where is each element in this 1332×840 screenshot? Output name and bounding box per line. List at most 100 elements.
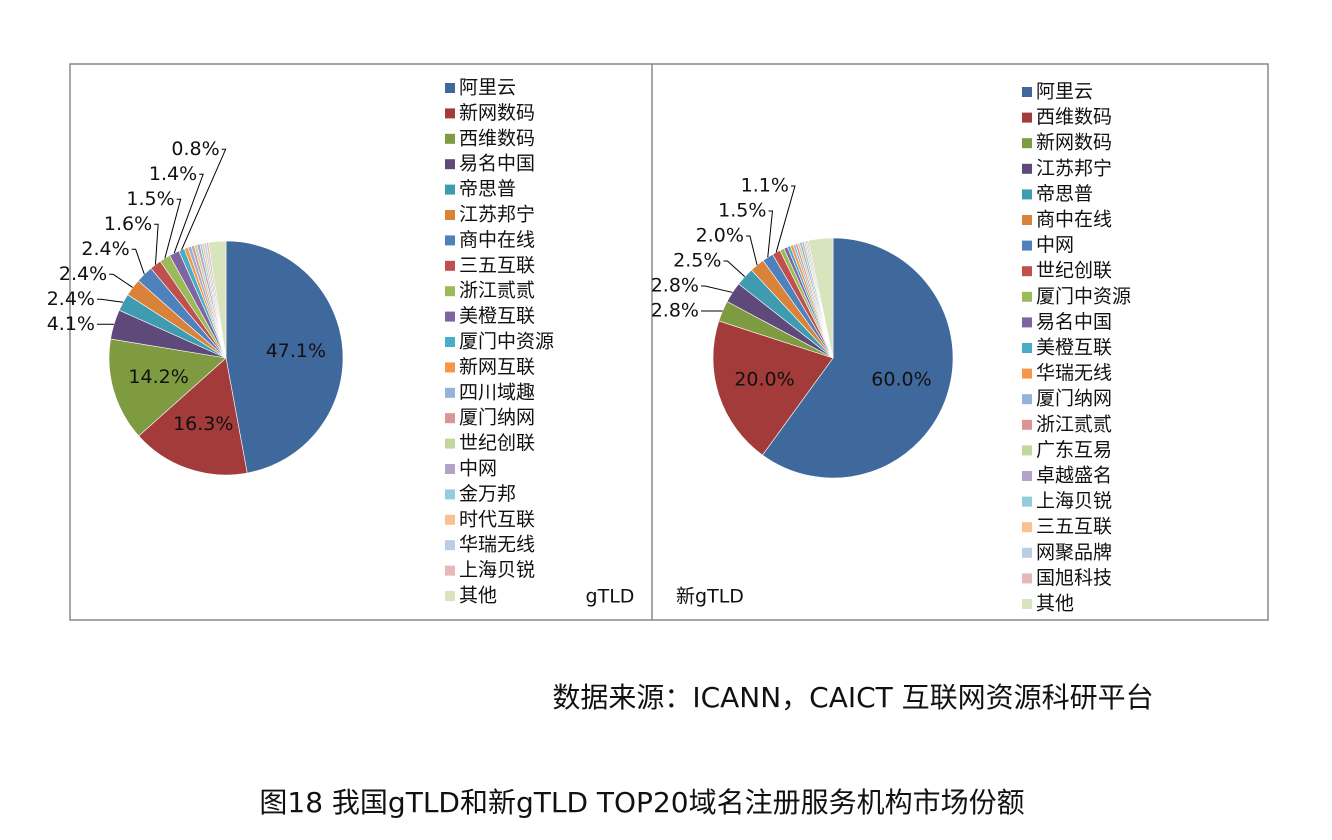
legend-label: 浙江贰贰 <box>1036 413 1112 435</box>
legend-label: 江苏邦宁 <box>459 204 535 226</box>
legend-swatch <box>445 540 455 551</box>
leader-line <box>775 185 796 253</box>
legend-swatch <box>445 387 455 398</box>
leader-line <box>154 223 159 265</box>
legend-label: 江苏邦宁 <box>1036 157 1112 179</box>
data-label: 14.2% <box>128 366 188 388</box>
figure-caption: 图18 我国gTLD和新gTLD TOP20域名注册服务机构市场份额 <box>259 786 1024 819</box>
legend-swatch <box>445 83 455 93</box>
legend-label: 三五互联 <box>459 254 535 276</box>
legend-swatch <box>1022 445 1032 456</box>
pie-slice <box>762 237 954 479</box>
legend-swatch <box>1022 215 1032 225</box>
legend-swatch <box>445 286 455 297</box>
legend-label: 美橙互联 <box>459 305 535 327</box>
legend-swatch <box>1022 522 1032 533</box>
legend-swatch <box>1022 317 1032 328</box>
data-label: 16.3% <box>173 413 233 435</box>
legend-swatch <box>445 362 455 373</box>
legend-swatch <box>445 413 455 424</box>
leader-line <box>745 235 758 266</box>
legend-label: 易名中国 <box>1036 311 1112 333</box>
legend-swatch <box>445 159 455 170</box>
legend-label: 厦门中资源 <box>459 331 554 353</box>
legend-label: 中网 <box>459 458 497 480</box>
data-label: 1.5% <box>718 200 766 222</box>
legend-label: 厦门纳网 <box>459 407 535 429</box>
legend-swatch <box>1022 368 1032 379</box>
legend-label: 美橙互联 <box>1036 337 1112 359</box>
legend-swatch <box>1022 189 1032 200</box>
legend-label: 三五互联 <box>1036 516 1112 538</box>
legend-label: 新网数码 <box>459 102 535 124</box>
legend-label: 新网互联 <box>459 356 535 378</box>
leader-line <box>181 148 227 250</box>
legend-swatch <box>445 337 455 347</box>
legend-label: 商中在线 <box>1036 209 1112 231</box>
legend-label: 西维数码 <box>459 127 535 149</box>
pie-slice <box>108 338 227 437</box>
legend-swatch <box>445 514 455 525</box>
legend-label: 网聚品牌 <box>1036 541 1112 563</box>
pie-slice <box>225 240 344 474</box>
legend-label: 上海贝锐 <box>1036 490 1112 512</box>
legend-label: 世纪创联 <box>459 432 535 454</box>
data-label: 2.8% <box>651 275 699 297</box>
legend-swatch <box>445 591 455 601</box>
data-label: 47.1% <box>266 340 326 362</box>
legend-swatch <box>1022 599 1032 609</box>
legend-swatch <box>1022 471 1032 481</box>
legend-label: 华瑞无线 <box>1036 362 1112 384</box>
legend-swatch <box>445 311 455 322</box>
legend-label: 易名中国 <box>459 153 535 175</box>
legend-swatch <box>445 489 455 500</box>
data-label: 4.1% <box>47 313 95 335</box>
data-label: 20.0% <box>734 369 794 391</box>
leader-line <box>723 260 746 278</box>
pie-slice <box>712 320 834 456</box>
leader-line <box>97 298 124 303</box>
legend-swatch <box>445 565 455 576</box>
legend-label: 其他 <box>1036 593 1074 615</box>
data-label: 2.8% <box>651 300 699 322</box>
data-label: 1.4% <box>149 163 197 185</box>
legend-label: 阿里云 <box>1036 81 1093 103</box>
legend-label: 四川域趣 <box>459 381 535 403</box>
data-label: 1.5% <box>126 188 174 210</box>
data-label: 2.5% <box>673 250 721 272</box>
data-label: 2.4% <box>81 238 129 260</box>
legend-label: 帝思普 <box>1036 183 1093 205</box>
legend-swatch <box>1022 266 1032 277</box>
leader-line <box>164 198 182 259</box>
panel-label: 新gTLD <box>676 586 744 608</box>
legend-swatch <box>445 260 455 271</box>
pie-slice <box>807 237 834 359</box>
legend-swatch <box>1022 163 1032 174</box>
legend-label: 时代互联 <box>459 508 535 530</box>
leader-line <box>109 273 133 288</box>
legend-swatch <box>445 108 455 119</box>
legend-swatch <box>1022 419 1032 430</box>
legend-label: 卓越盛名 <box>1036 465 1112 487</box>
legend-swatch <box>1022 138 1032 149</box>
legend-label: 厦门纳网 <box>1036 388 1112 410</box>
legend-label: 阿里云 <box>459 77 516 99</box>
data-label: 60.0% <box>871 369 931 391</box>
legend-swatch <box>445 184 455 195</box>
leader-line <box>701 285 733 293</box>
legend-label: 中网 <box>1036 234 1074 256</box>
legend-label: 西维数码 <box>1036 106 1112 128</box>
legend-label: 商中在线 <box>459 229 535 251</box>
legend-label: 上海贝锐 <box>459 559 535 581</box>
data-label: 0.8% <box>171 138 219 160</box>
leader-line <box>173 173 204 254</box>
pie-slice <box>138 357 248 476</box>
panel-label: gTLD <box>586 586 635 608</box>
legend-swatch <box>1022 240 1032 251</box>
legend-swatch <box>1022 343 1032 353</box>
legend-swatch <box>1022 87 1032 97</box>
legend-swatch <box>445 210 455 220</box>
pie-slice <box>208 240 227 359</box>
data-label: 1.6% <box>104 213 152 235</box>
